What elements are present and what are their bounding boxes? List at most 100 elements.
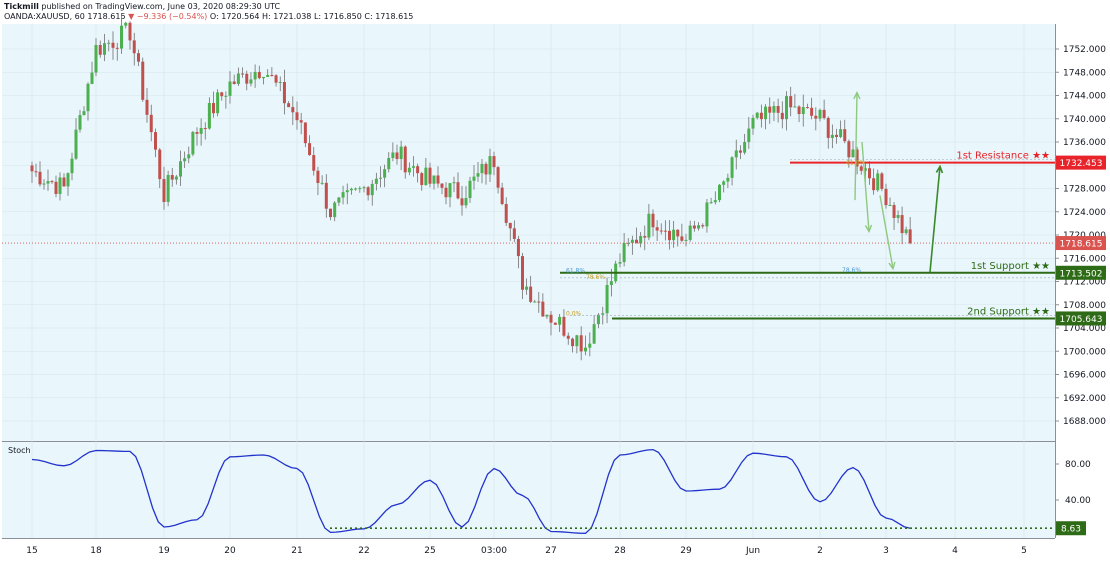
candle-down <box>562 316 566 336</box>
candle-down <box>316 170 320 183</box>
time-tick-label: 28 <box>614 546 626 556</box>
candle-up <box>228 81 232 96</box>
publisher-name: Tickmill <box>4 2 39 11</box>
candle-up <box>391 152 395 159</box>
time-tick-label: 4 <box>952 546 958 556</box>
candle-down <box>512 228 516 239</box>
candle-down <box>847 141 851 158</box>
candle-down <box>137 53 140 62</box>
stoch-line <box>31 448 911 534</box>
candle-up <box>764 106 768 120</box>
candle-up <box>379 177 382 179</box>
time-tick-label: 29 <box>680 546 692 556</box>
candle-down <box>516 238 520 257</box>
candle-down <box>303 122 307 144</box>
candle-up <box>605 284 609 314</box>
candle-down <box>30 165 34 172</box>
change-text: ▼ −9.336 (−0.54%) <box>128 12 208 21</box>
candle-up <box>399 146 403 160</box>
resistance-price-tag: 1732.453 <box>1060 159 1103 169</box>
candle-down <box>403 146 407 173</box>
candle-up <box>839 129 843 137</box>
candle-up <box>358 188 362 190</box>
candle-up <box>86 83 90 112</box>
candle-up <box>452 182 456 184</box>
candle-up <box>630 239 634 244</box>
candle-down <box>826 117 830 138</box>
time-tick-label: Jun <box>745 546 760 556</box>
candle-down <box>154 132 157 150</box>
candle-up <box>488 156 492 175</box>
stoch-pane-background <box>2 442 1055 538</box>
candle-down <box>115 47 119 49</box>
price-tick-label: 1736.000 <box>1063 138 1106 148</box>
stoch-title: Stoch <box>8 446 31 455</box>
candle-up <box>124 22 128 26</box>
price-tick-label: 1712.000 <box>1063 278 1106 288</box>
candle-up <box>78 115 82 130</box>
candle-down <box>420 173 424 185</box>
candle-up <box>74 129 78 159</box>
candle-up <box>58 177 62 194</box>
candle-up <box>713 200 717 203</box>
candle-up <box>46 181 50 184</box>
candle-down <box>241 73 245 75</box>
price-tick-label: 1740.000 <box>1063 115 1106 125</box>
time-tick-label: 03:00 <box>481 546 507 556</box>
candle-up <box>639 236 643 244</box>
candle-up <box>718 184 721 201</box>
candle-up <box>622 243 626 263</box>
candle-up <box>320 182 324 184</box>
candle-up <box>249 79 253 84</box>
candle-up <box>374 178 378 184</box>
projected-up-arrow-head <box>935 164 944 174</box>
candle-up <box>755 112 759 118</box>
candle-down <box>810 107 814 116</box>
candle-down <box>158 149 162 180</box>
candle-up <box>863 168 867 171</box>
candle-up <box>333 202 337 218</box>
candle-down <box>141 61 145 100</box>
candle-down <box>203 128 207 130</box>
candle-up <box>383 169 387 178</box>
candle-up <box>609 281 613 285</box>
candle-down <box>282 82 286 104</box>
candle-up <box>734 150 738 158</box>
resistance-price-tag-bg <box>1056 155 1106 170</box>
price-tick-label: 1744.000 <box>1063 92 1106 102</box>
candle-up <box>688 225 692 240</box>
price-pane-background <box>2 24 1055 441</box>
candle-up <box>722 181 726 185</box>
candle-down <box>553 322 557 325</box>
candle-up <box>236 73 240 84</box>
candle-down <box>579 335 583 352</box>
candle-down <box>128 22 132 41</box>
support-1-price-tag: 1713.502 <box>1060 269 1103 279</box>
candle-down <box>668 230 671 241</box>
candle-down <box>789 96 793 108</box>
candle-up <box>684 239 688 241</box>
support-1-price-tag-bg <box>1056 265 1106 280</box>
time-tick-label: 5 <box>1021 546 1027 556</box>
levels-layer: 1st Resistance ★★ 1st Support ★★ 2nd Suppo… <box>2 90 1106 326</box>
candle-up <box>224 95 228 97</box>
price-tick-label: 1720.000 <box>1063 231 1106 241</box>
time-tick-label: 2 <box>817 546 823 556</box>
candle-up <box>726 177 730 182</box>
candle-down <box>500 187 504 205</box>
close-text: C: 1718.615 <box>364 12 414 21</box>
candle-down <box>132 40 136 54</box>
price-tick-label: 1704.000 <box>1063 324 1106 334</box>
candle-down <box>329 208 332 218</box>
candle-down <box>872 178 876 191</box>
stoch-value-tag-bg <box>1056 521 1086 536</box>
published-text: published on TradingView.com, June 03, 2… <box>41 2 281 11</box>
candle-down <box>162 179 166 202</box>
fib-label: 61.8% <box>566 267 585 274</box>
candle-down <box>822 109 826 118</box>
candle-up <box>743 142 747 153</box>
time-tick-label: 15 <box>26 546 37 556</box>
target-down-arrow <box>879 195 894 269</box>
candle-down <box>676 229 680 237</box>
candle-up <box>432 175 436 184</box>
